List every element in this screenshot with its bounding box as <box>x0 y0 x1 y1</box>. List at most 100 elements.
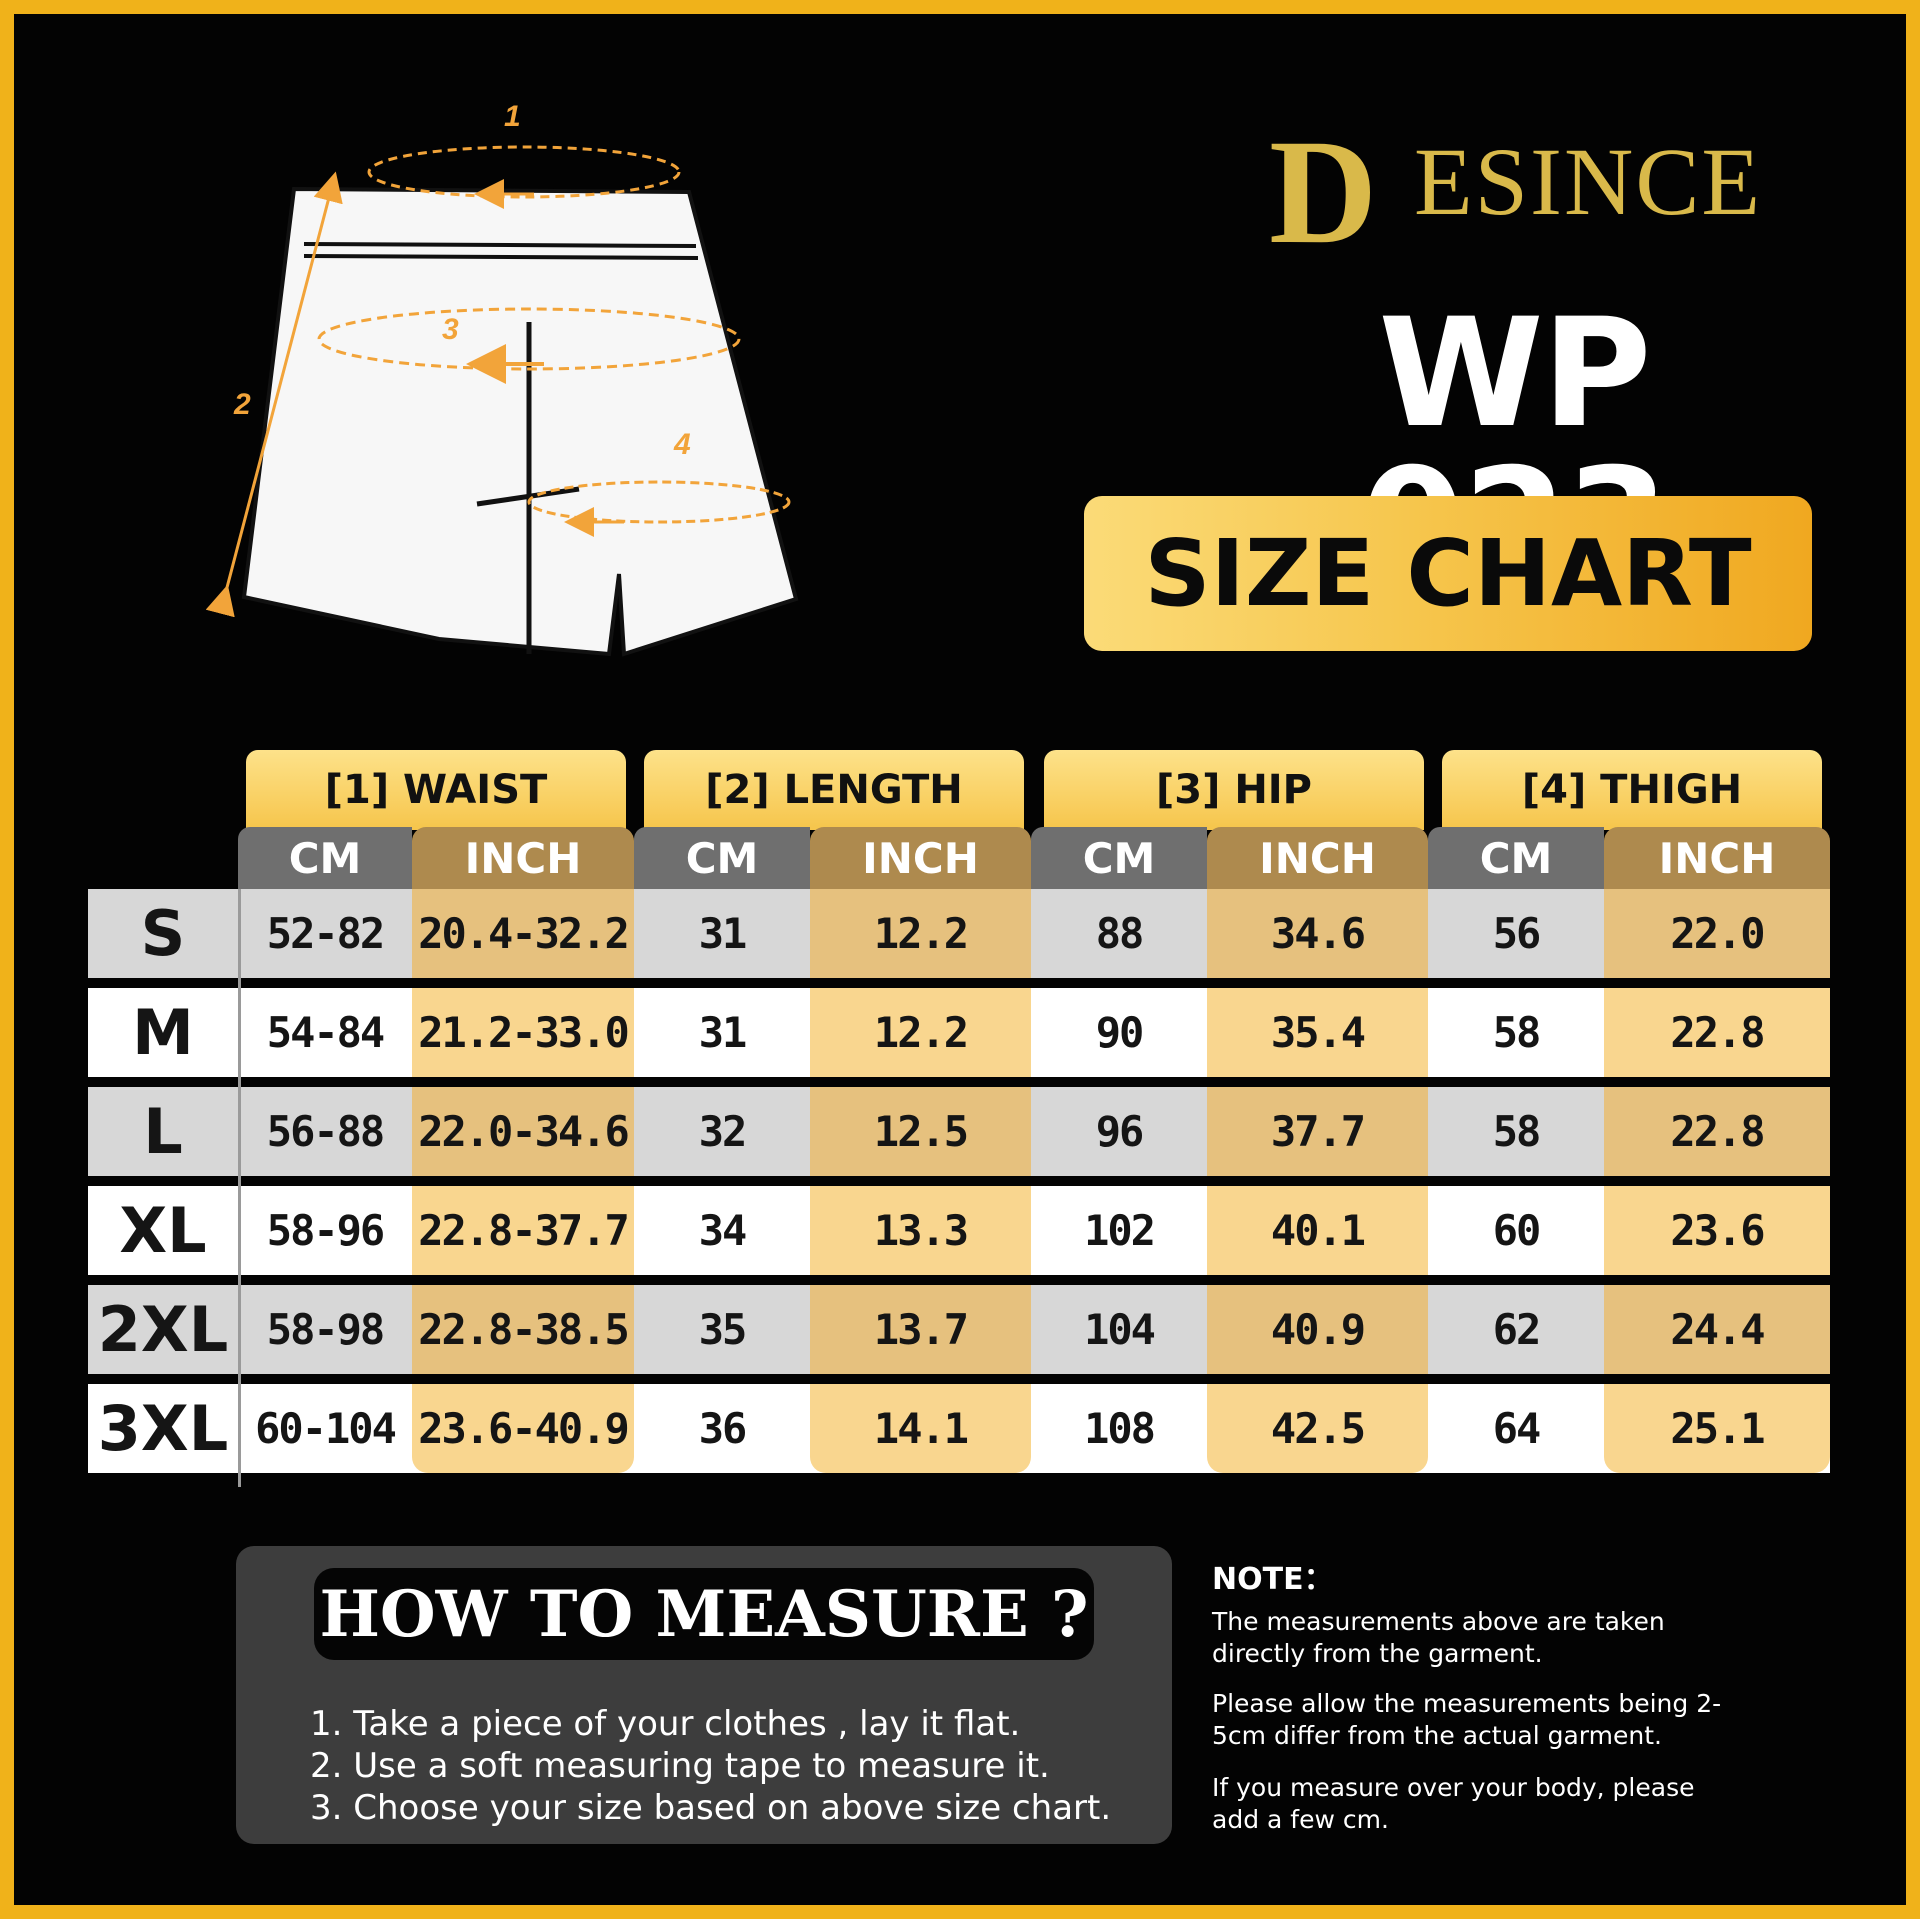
size-label: 2XL <box>97 1293 229 1366</box>
size-label: M <box>132 996 194 1069</box>
measure-step: 2. Use a soft measuring tape to measure … <box>310 1746 1050 1786</box>
inch-cell-bg <box>810 1384 1031 1473</box>
table-cell: 40.9 <box>1270 1305 1366 1354</box>
table-cell: 22.8-38.5 <box>418 1305 630 1354</box>
inch-cell-bg <box>810 1087 1031 1176</box>
inch-cell-bg <box>1604 1384 1830 1473</box>
table-cell: 31 <box>698 1008 748 1057</box>
table-cell: 12.2 <box>873 909 969 958</box>
inch-cell-bg <box>1604 988 1830 1077</box>
table-cell: 32 <box>698 1107 748 1156</box>
table-cell: 60 <box>1492 1206 1542 1255</box>
inch-cell-bg <box>1604 1186 1830 1275</box>
hip-measure-line <box>317 307 741 371</box>
note-paragraph: Please allow the measurements being 2-5c… <box>1212 1689 1722 1750</box>
inch-cell-bg <box>1207 1384 1428 1473</box>
inch-cell-bg <box>1604 889 1830 978</box>
group-header: [2] LENGTH <box>644 750 1024 830</box>
table-cell: 58-98 <box>266 1305 385 1354</box>
inch-cell-bg <box>412 988 634 1077</box>
table-cell: 24.4 <box>1670 1305 1765 1354</box>
diagram-label-4: 4 <box>673 428 691 461</box>
inch-cell-bg <box>412 889 634 978</box>
size-label: XL <box>119 1194 207 1267</box>
size-chart-title: SIZE CHART <box>1144 520 1752 627</box>
inch-cell-bg <box>1207 889 1428 978</box>
table-cell: 108 <box>1084 1404 1156 1453</box>
thigh-measure-line <box>527 480 791 524</box>
table-cell: 22.0-34.6 <box>418 1107 630 1156</box>
table-cell: 14.1 <box>873 1404 969 1453</box>
table-cell: 22.8-37.7 <box>418 1206 630 1255</box>
table-cell: 36 <box>698 1404 748 1453</box>
inch-cell-bg <box>1604 1285 1830 1374</box>
table-cell: 104 <box>1084 1305 1156 1354</box>
table-cell: 62 <box>1492 1305 1542 1354</box>
length-measure-line <box>205 171 343 618</box>
table-cell: 88 <box>1095 909 1145 958</box>
diagram-label-1: 1 <box>504 100 521 133</box>
inch-cell-bg <box>1207 1087 1428 1176</box>
table-cell: 54-84 <box>266 1008 385 1057</box>
inch-cell-bg <box>1207 988 1428 1077</box>
group-header: [4] THIGH <box>1442 750 1822 830</box>
table-cell: 23.6-40.9 <box>418 1404 630 1453</box>
shorts-diagram: 1 2 3 4 <box>205 100 799 657</box>
table-cell: 37.7 <box>1270 1107 1366 1156</box>
inch-cell-bg <box>810 889 1031 978</box>
inch-cell-bg <box>412 1186 634 1275</box>
table-cell: 42.5 <box>1270 1404 1366 1453</box>
table-cell: 22.0 <box>1670 909 1765 958</box>
unit-cm-header: CM <box>238 827 412 889</box>
inch-cell-bg <box>412 1285 634 1374</box>
unit-cm-header: CM <box>634 827 810 889</box>
table-cell: 58 <box>1492 1008 1542 1057</box>
inch-cell-bg <box>1207 1285 1428 1374</box>
table-cell: 13.7 <box>873 1305 969 1354</box>
table-cell: 12.2 <box>873 1008 969 1057</box>
poster-frame: 1 2 3 4 D ESINCE WP 023 SIZE CHART [1] W… <box>14 14 1906 1905</box>
unit-cm-header: CM <box>1428 827 1604 889</box>
inch-cell-bg <box>810 988 1031 1077</box>
unit-inch-header: INCH <box>810 827 1031 889</box>
group-header: [1] WAIST <box>246 750 626 830</box>
inch-cell-bg <box>810 1285 1031 1374</box>
note-paragraph: If you measure over your body, please ad… <box>1212 1773 1695 1834</box>
table-cell: 25.1 <box>1670 1404 1765 1453</box>
table-cell: 22.8 <box>1670 1107 1765 1156</box>
table-cell: 12.5 <box>873 1107 969 1156</box>
table-cell: 34 <box>698 1206 748 1255</box>
table-cell: 31 <box>698 909 748 958</box>
measure-step: 1. Take a piece of your clothes , lay it… <box>310 1704 1021 1744</box>
table-cell: 21.2-33.0 <box>418 1008 630 1057</box>
table-cell: 56 <box>1492 909 1542 958</box>
table-cell: 102 <box>1084 1206 1156 1255</box>
table-cell: 20.4-32.2 <box>418 909 630 958</box>
table-cell: 58-96 <box>266 1206 385 1255</box>
unit-cm-header: CM <box>1031 827 1207 889</box>
size-label: 3XL <box>97 1392 229 1465</box>
table-cell: 13.3 <box>873 1206 969 1255</box>
unit-inch-header: INCH <box>412 827 634 889</box>
inch-cell-bg <box>1604 1087 1830 1176</box>
table-cell: 56-88 <box>266 1107 385 1156</box>
measure-step: 3. Choose your size based on above size … <box>310 1788 1112 1828</box>
table-cell: 40.1 <box>1270 1206 1366 1255</box>
inch-cell-bg <box>810 1186 1031 1275</box>
size-chart-banner: SIZE CHART <box>1084 496 1812 651</box>
table-cell: 23.6 <box>1670 1206 1765 1255</box>
table-cell: 90 <box>1095 1008 1145 1057</box>
table-cell: 58 <box>1492 1107 1542 1156</box>
table-cell: 22.8 <box>1670 1008 1765 1057</box>
table-cell: 34.6 <box>1270 909 1366 958</box>
inch-cell-bg <box>1207 1186 1428 1275</box>
size-label: S <box>140 897 186 970</box>
brand-d-mark: D <box>1269 114 1377 264</box>
size-column-divider <box>238 889 241 1487</box>
note-title: NOTE： <box>1212 1562 1334 1597</box>
svg-text:D: D <box>1269 114 1377 264</box>
table-cell: 52-82 <box>266 909 385 958</box>
unit-inch-header: INCH <box>1604 827 1830 889</box>
table-cell: 35.4 <box>1270 1008 1366 1057</box>
note-paragraph: The measurements above are taken directl… <box>1212 1607 1665 1668</box>
